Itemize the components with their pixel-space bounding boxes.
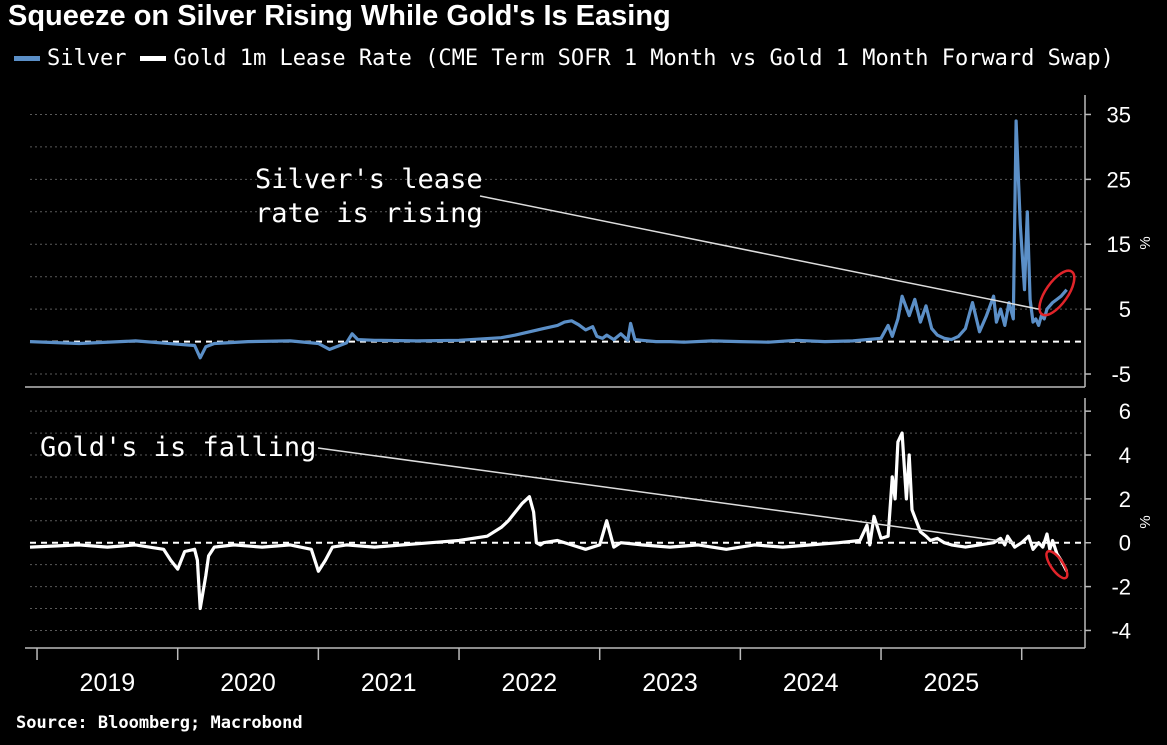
x-tick-label: 2024 xyxy=(783,669,839,697)
legend-label-silver: Silver xyxy=(47,46,127,71)
y-tick-label: -4 xyxy=(1111,618,1131,643)
x-tick-label: 2021 xyxy=(361,669,417,697)
panel-gold: 6 4 2 0 -2 -4% Gold's is falling xyxy=(25,398,1154,649)
y-tick-label: 6 xyxy=(1119,399,1131,424)
annotation-pointer xyxy=(479,195,1039,310)
x-tick-label: 2025 xyxy=(924,669,980,697)
y-tick-label: 35 xyxy=(1107,102,1131,127)
y-tick-label: -2 xyxy=(1111,575,1131,600)
y-tick-label: 2 xyxy=(1119,487,1131,512)
annotation-line1: Silver's lease xyxy=(255,164,483,195)
chart-title: Squeeze on Silver Rising While Gold's Is… xyxy=(8,0,671,32)
y-tick-label: 0 xyxy=(1119,531,1131,556)
x-tick-label: 2022 xyxy=(502,669,558,697)
legend-swatch-silver xyxy=(14,56,40,61)
source-note: Source: Bloomberg; Macrobond xyxy=(16,713,303,733)
highlight-circle-gold xyxy=(1045,549,1069,580)
y-axis-unit: % xyxy=(1137,236,1154,249)
y-tick-label: 4 xyxy=(1119,443,1131,468)
annotation-pointer xyxy=(317,447,1015,544)
legend-label-gold: Gold 1m Lease Rate (CME Term SOFR 1 Mont… xyxy=(173,46,1114,71)
x-tick-label: 2023 xyxy=(642,669,698,697)
series-line-silver xyxy=(29,119,1068,360)
series-line-gold xyxy=(29,431,1069,611)
y-tick-label: 25 xyxy=(1107,167,1131,192)
legend-item-gold: Gold 1m Lease Rate (CME Term SOFR 1 Mont… xyxy=(140,46,1114,71)
x-tick-label: 2019 xyxy=(80,669,136,697)
annotation-line2: rate is rising xyxy=(255,198,483,229)
annotation-line1: Gold's is falling xyxy=(40,432,316,463)
y-tick-label: -5 xyxy=(1111,362,1131,387)
legend-swatch-gold xyxy=(140,56,167,61)
y-tick-label: 15 xyxy=(1107,232,1131,257)
legend: Silver Gold 1m Lease Rate (CME Term SOFR… xyxy=(14,46,1128,71)
x-tick-label: 2020 xyxy=(220,669,276,697)
y-axis-unit: % xyxy=(1137,515,1154,528)
y-tick-label: 5 xyxy=(1119,297,1131,322)
legend-item-silver: Silver xyxy=(14,46,126,71)
highlight-circle-silver xyxy=(1038,269,1076,317)
